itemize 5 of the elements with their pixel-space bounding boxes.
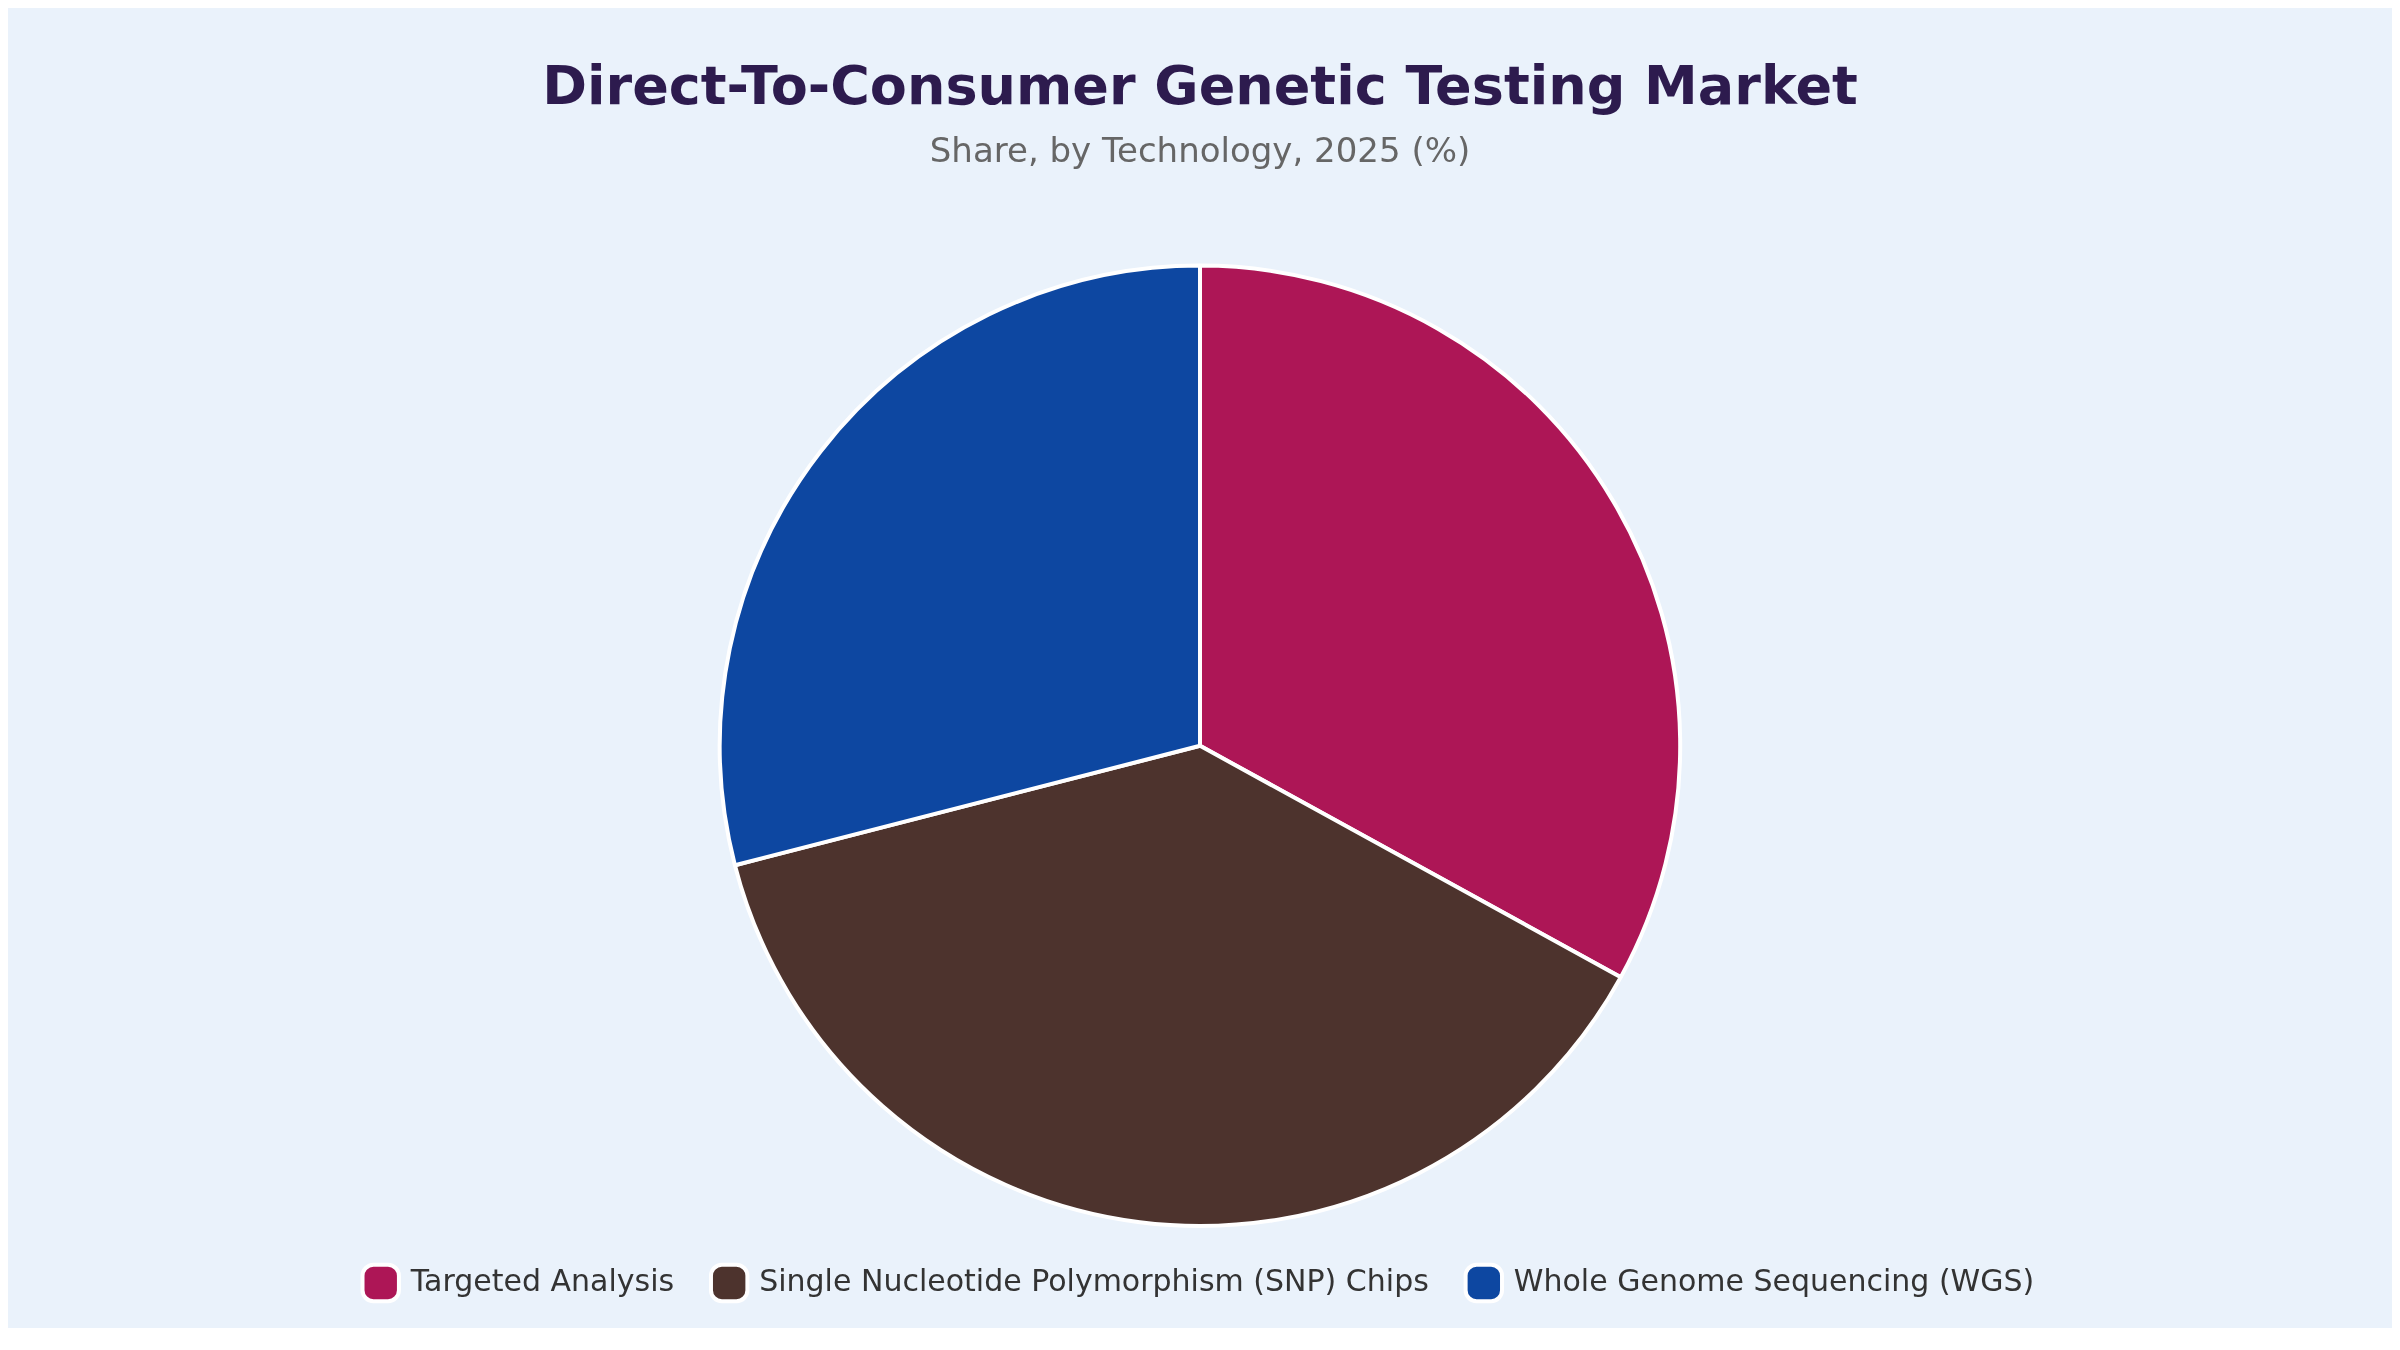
chart-subtitle: Share, by Technology, 2025 (%): [929, 130, 1471, 171]
legend-label: Whole Genome Sequencing (WGS): [1513, 1262, 2035, 1298]
legend-label: Single Nucleotide Polymorphism (SNP) Chips: [759, 1262, 1429, 1298]
chart-title: Direct-To-Consumer Genetic Testing Market: [542, 54, 1858, 118]
legend-label: Targeted Analysis: [409, 1262, 675, 1298]
